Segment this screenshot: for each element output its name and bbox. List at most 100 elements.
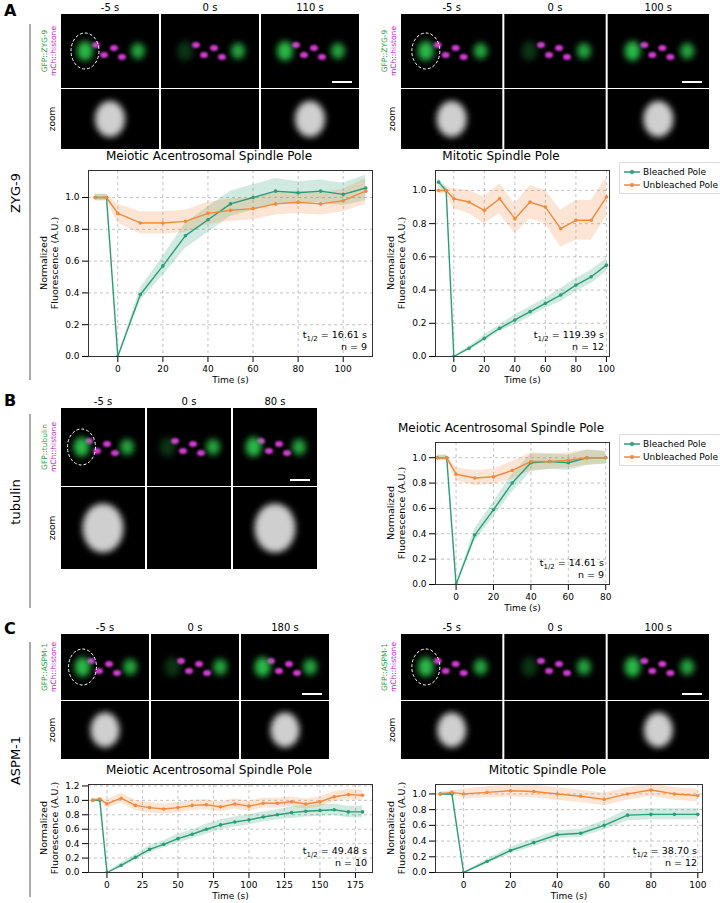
svg-text:50: 50 (172, 880, 184, 890)
svg-text:0.2: 0.2 (412, 554, 426, 564)
svg-text:Fluorescence (A.U.): Fluorescence (A.U.) (49, 217, 60, 309)
svg-text:n = 9: n = 9 (578, 569, 604, 580)
svg-text:0.0: 0.0 (412, 351, 427, 361)
svg-text:100 s: 100 s (645, 622, 672, 633)
svg-text:1.0: 1.0 (412, 789, 427, 799)
svg-text:60: 60 (598, 880, 610, 890)
svg-text:0: 0 (104, 880, 110, 890)
svg-text:0.6: 0.6 (412, 820, 427, 830)
svg-text:0 s: 0 s (548, 2, 563, 13)
svg-text:mCh::histone: mCh::histone (49, 642, 58, 692)
svg-text:0 s: 0 s (548, 622, 563, 633)
svg-text:GFP::ASPM-1: GFP::ASPM-1 (380, 643, 389, 691)
svg-text:0.8: 0.8 (65, 810, 80, 820)
svg-text:20: 20 (479, 364, 491, 374)
svg-text:n = 12: n = 12 (665, 857, 697, 868)
svg-text:80: 80 (570, 364, 582, 374)
svg-text:GFP::tubulin: GFP::tubulin (40, 424, 49, 470)
svg-text:60: 60 (247, 364, 259, 374)
svg-text:1.2: 1.2 (65, 781, 79, 791)
svg-text:0 s: 0 s (188, 622, 203, 633)
svg-text:Normalized: Normalized (385, 236, 396, 290)
svg-text:180 s: 180 s (271, 622, 298, 633)
svg-text:zoom: zoom (387, 107, 397, 132)
svg-text:0.4: 0.4 (65, 839, 80, 849)
svg-text:1.0: 1.0 (412, 185, 427, 195)
svg-text:0.2: 0.2 (65, 853, 79, 863)
svg-text:125: 125 (276, 880, 293, 890)
svg-text:Fluorescence (A.U.): Fluorescence (A.U.) (49, 782, 60, 874)
svg-text:1.0: 1.0 (412, 453, 427, 463)
svg-text:0.2: 0.2 (412, 318, 426, 328)
svg-text:80: 80 (645, 880, 657, 890)
svg-text:0.6: 0.6 (65, 256, 80, 266)
svg-text:0.0: 0.0 (65, 867, 80, 877)
svg-text:25: 25 (137, 880, 148, 890)
svg-text:-5 s: -5 s (101, 2, 119, 13)
svg-text:0.2: 0.2 (412, 852, 426, 862)
svg-text:0.4: 0.4 (412, 836, 427, 846)
svg-text:0 s: 0 s (182, 396, 197, 407)
svg-text:60: 60 (563, 592, 575, 602)
svg-text:0.0: 0.0 (65, 351, 80, 361)
svg-text:40: 40 (525, 592, 537, 602)
svg-text:mCh::histone: mCh::histone (389, 26, 398, 76)
svg-text:-5 s: -5 s (96, 622, 114, 633)
svg-text:ZYG-9: ZYG-9 (8, 173, 23, 213)
svg-text:20: 20 (157, 364, 169, 374)
svg-text:A: A (4, 1, 17, 20)
svg-text:0.6: 0.6 (412, 252, 427, 262)
svg-text:zoom: zoom (47, 107, 57, 132)
svg-text:C: C (4, 619, 16, 638)
svg-text:n = 12: n = 12 (572, 341, 604, 352)
svg-text:0 s: 0 s (203, 2, 218, 13)
svg-text:150: 150 (311, 880, 328, 890)
svg-text:-5 s: -5 s (94, 396, 112, 407)
svg-text:60: 60 (540, 364, 552, 374)
svg-text:Time (s): Time (s) (503, 375, 541, 385)
svg-text:mCh::histone: mCh::histone (49, 26, 58, 76)
svg-text:0.0: 0.0 (412, 867, 427, 877)
svg-text:20: 20 (488, 592, 500, 602)
svg-text:mCh::histone: mCh::histone (49, 422, 58, 472)
svg-text:0.6: 0.6 (412, 503, 427, 513)
svg-text:Normalized: Normalized (38, 801, 49, 855)
svg-text:0.4: 0.4 (412, 529, 427, 539)
svg-text:GFP::ZYG-9: GFP::ZYG-9 (380, 29, 389, 72)
svg-text:100: 100 (598, 364, 615, 374)
svg-text:40: 40 (552, 880, 564, 890)
svg-text:100: 100 (335, 364, 352, 374)
svg-text:Fluorescence (A.U.): Fluorescence (A.U.) (396, 217, 407, 309)
svg-text:40: 40 (509, 364, 521, 374)
svg-text:80: 80 (292, 364, 304, 374)
svg-text:0.6: 0.6 (65, 824, 80, 834)
svg-text:80: 80 (600, 592, 612, 602)
svg-text:0.4: 0.4 (65, 288, 80, 298)
svg-text:20: 20 (505, 880, 517, 890)
svg-text:GFP::ASPM-1: GFP::ASPM-1 (40, 643, 49, 691)
svg-text:-5 s: -5 s (442, 622, 460, 633)
svg-text:n = 9: n = 9 (341, 341, 367, 352)
svg-text:0.8: 0.8 (412, 219, 427, 229)
svg-text:40: 40 (202, 364, 214, 374)
svg-text:Fluorescence (A.U.): Fluorescence (A.U.) (396, 467, 407, 559)
svg-text:n = 10: n = 10 (335, 857, 367, 868)
svg-text:ASPM-1: ASPM-1 (8, 736, 23, 785)
svg-text:175: 175 (347, 880, 364, 890)
svg-text:0: 0 (453, 592, 459, 602)
svg-text:80 s: 80 s (264, 396, 285, 407)
svg-text:75: 75 (208, 880, 219, 890)
svg-text:0: 0 (451, 364, 457, 374)
svg-text:tubulin: tubulin (8, 479, 23, 524)
svg-text:1.0: 1.0 (65, 795, 80, 805)
svg-text:Time (s): Time (s) (211, 891, 249, 901)
svg-text:0.8: 0.8 (65, 224, 80, 234)
svg-text:1.0: 1.0 (65, 192, 80, 202)
svg-text:Normalized: Normalized (385, 801, 396, 855)
svg-text:0.4: 0.4 (412, 285, 427, 295)
svg-text:100: 100 (240, 880, 257, 890)
svg-text:Normalized: Normalized (385, 486, 396, 540)
svg-text:-5 s: -5 s (442, 2, 460, 13)
svg-text:zoom: zoom (47, 516, 57, 541)
svg-text:Time (s): Time (s) (503, 603, 541, 613)
